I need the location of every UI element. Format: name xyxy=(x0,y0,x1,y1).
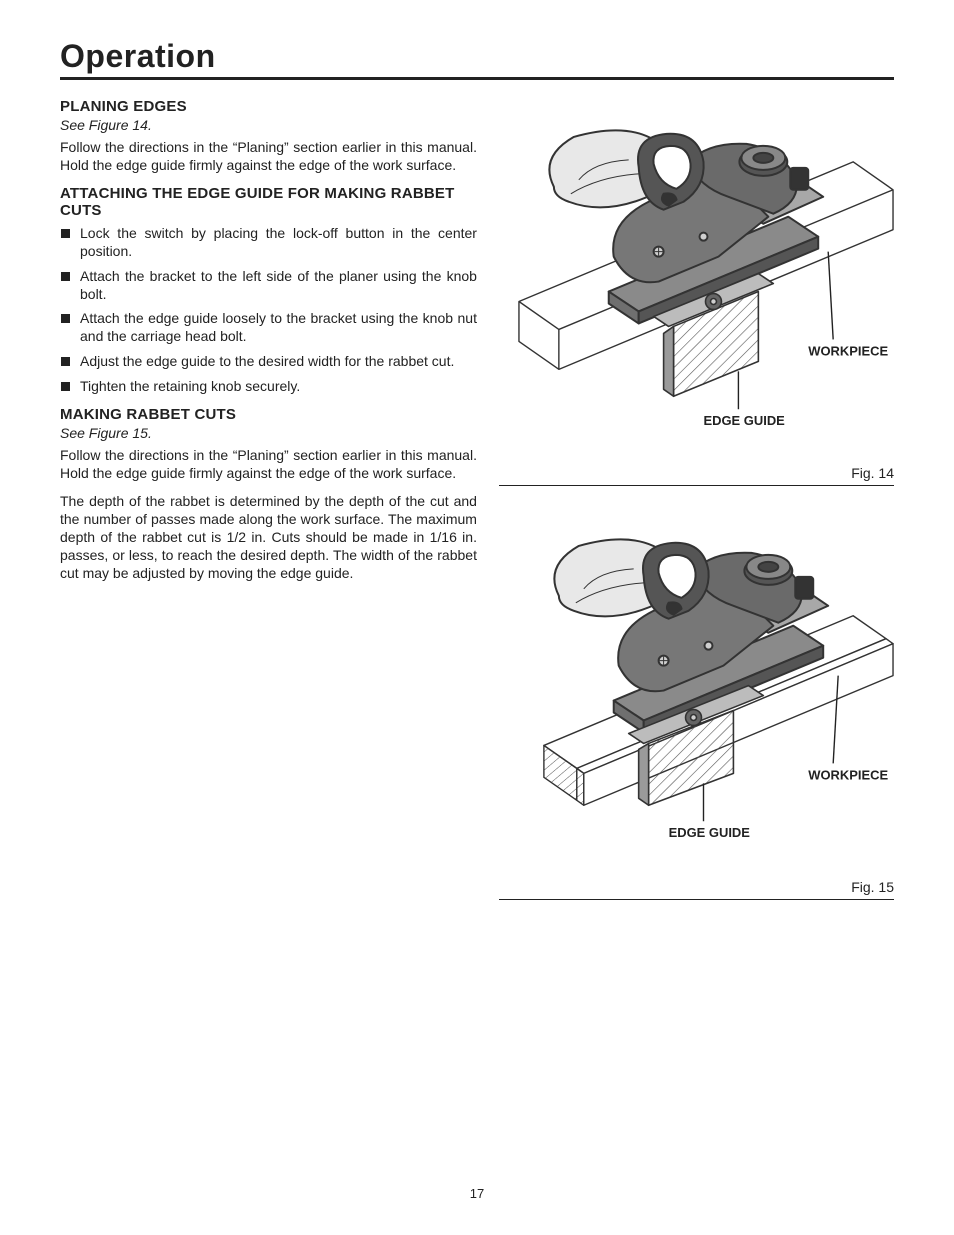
heading-planing-edges: PLANING EDGES xyxy=(60,98,477,115)
label-workpiece: WORKPIECE xyxy=(808,343,888,358)
list-item: Attach the bracket to the left side of t… xyxy=(60,268,477,304)
list-item: Adjust the edge guide to the desired wid… xyxy=(60,353,477,371)
columns: PLANING EDGES See Figure 14. Follow the … xyxy=(60,98,894,930)
bullet-list: Lock the switch by placing the lock-off … xyxy=(60,225,477,396)
paragraph: Follow the directions in the “Planing” s… xyxy=(60,139,477,175)
see-figure-15: See Figure 15. xyxy=(60,425,477,441)
page: Operation PLANING EDGES See Figure 14. F… xyxy=(0,0,954,1235)
right-column: WORKPIECE EDGE GUIDE Fig. 14 xyxy=(499,98,894,930)
heading-making-rabbet-cuts: MAKING RABBET CUTS xyxy=(60,406,477,423)
see-figure-14: See Figure 14. xyxy=(60,117,477,133)
chapter-title: Operation xyxy=(60,38,894,80)
figure-14-caption: Fig. 14 xyxy=(499,465,894,481)
label-edge-guide: EDGE GUIDE xyxy=(669,825,751,840)
paragraph: Follow the directions in the “Planing” s… xyxy=(60,447,477,483)
list-item: Attach the edge guide loosely to the bra… xyxy=(60,310,477,346)
left-column: PLANING EDGES See Figure 14. Follow the … xyxy=(60,98,477,930)
page-number: 17 xyxy=(0,1186,954,1201)
figure-15: WORKPIECE EDGE GUIDE Fig. 15 xyxy=(499,516,894,900)
paragraph: The depth of the rabbet is determined by… xyxy=(60,493,477,583)
list-item: Tighten the retaining knob securely. xyxy=(60,378,477,396)
figure-15-caption: Fig. 15 xyxy=(499,879,894,895)
figure-15-svg: WORKPIECE EDGE GUIDE xyxy=(499,516,894,875)
figure-14-svg: WORKPIECE EDGE GUIDE xyxy=(499,102,894,461)
list-item: Lock the switch by placing the lock-off … xyxy=(60,225,477,261)
label-edge-guide: EDGE GUIDE xyxy=(703,413,785,428)
figure-14: WORKPIECE EDGE GUIDE Fig. 14 xyxy=(499,102,894,486)
label-workpiece: WORKPIECE xyxy=(808,767,888,782)
heading-attaching-edge-guide: ATTACHING THE EDGE GUIDE FOR MAKING RABB… xyxy=(60,185,477,219)
